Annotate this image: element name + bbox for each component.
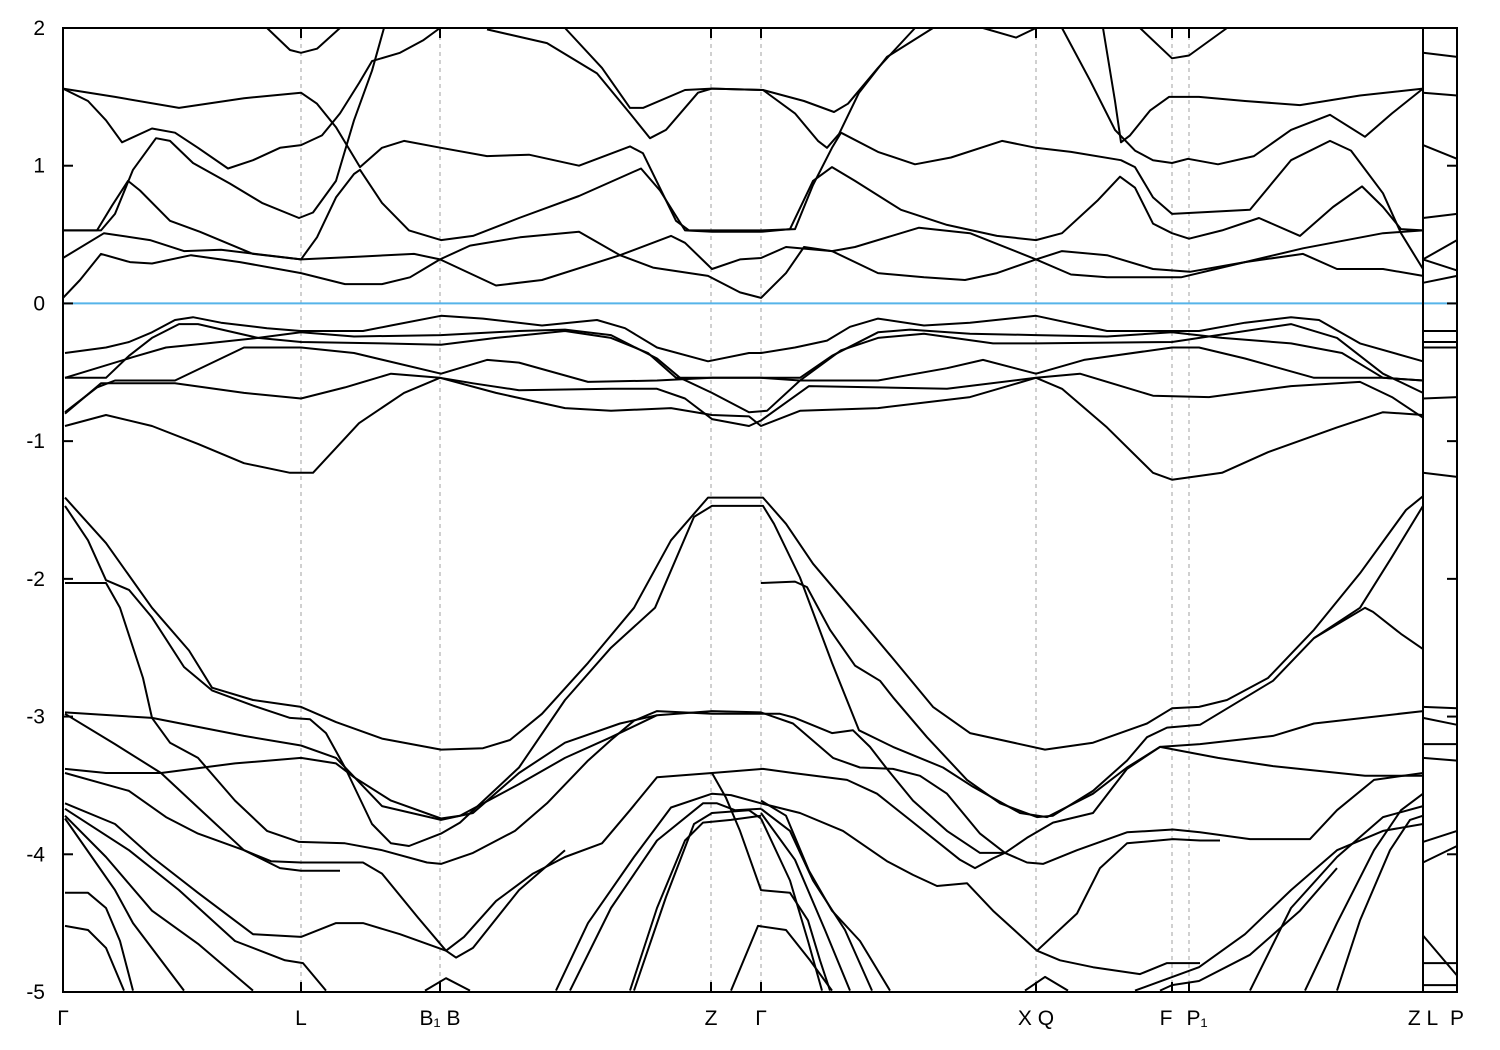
y-tick-label: -1 [26,430,45,453]
band-line [64,495,1424,751]
band-line [62,226,1424,287]
band-line [1036,838,1220,952]
x-tick-label: L [295,1007,307,1030]
y-tick-label: -4 [26,843,45,866]
y-tick-label: 1 [33,155,45,178]
x-tick-label: P₁ [1186,1007,1207,1030]
band-line [1422,756,1458,762]
band-line [1422,274,1458,284]
band-line [64,712,340,872]
y-tick-label: -2 [26,568,45,591]
band-line [64,767,1006,952]
band-line [64,814,254,992]
y-tick-label: -5 [26,981,45,1004]
band-line [760,808,873,992]
band-line [64,802,566,959]
band-line [1313,505,1424,639]
band-line [1422,212,1458,219]
y-tick-label: 0 [33,292,45,315]
band-line [1422,144,1458,160]
x-tick-label: B₁ B [420,1007,461,1030]
band-line [760,799,891,992]
y-tick-label: 2 [33,17,45,40]
band-line [424,977,471,992]
band-line [760,812,851,991]
band-line [64,504,1424,847]
x-axis-ticks: Γ L B₁ B Z Γ X Q F P₁ Z L P [57,28,1464,1030]
band-line [1159,867,1338,992]
x-tick-label: P [1450,1007,1464,1030]
bands [62,27,1458,992]
band-line [1422,829,1458,843]
band-line [63,166,1424,261]
band-line [730,924,833,992]
band-line [1422,471,1458,478]
band-line [1422,258,1458,272]
band-line [1139,27,1228,60]
x-tick-label: Γ [57,1007,69,1030]
band-line [64,807,327,992]
band-line [1422,51,1458,58]
band-line [486,27,934,149]
band-line [266,27,341,54]
band-line [1422,716,1458,726]
x-tick-label: F [1160,1007,1173,1030]
x-tick-label: X Q [1018,1007,1054,1030]
band-line [64,817,185,992]
band-line [64,323,1424,414]
band-line [711,772,831,991]
band-line [982,27,1037,39]
band-line [62,230,1424,299]
band-line [63,27,385,232]
axes [62,27,1458,993]
band-line [1422,239,1458,261]
band-line [1422,91,1458,97]
band-line [65,891,134,991]
band-line [64,714,658,820]
x-tick-label: Γ [755,1007,767,1030]
band-line [633,809,762,991]
band-line [1422,705,1458,710]
band-line [1422,845,1458,864]
band-line [1336,814,1424,991]
band-line [1061,27,1424,166]
band-line [64,314,1424,363]
band-line [1102,27,1424,144]
y-tick-label: -3 [26,706,45,729]
band-line [1422,934,1458,977]
band-line [64,346,1424,413]
band-line [62,27,441,170]
band-line [1134,823,1424,992]
plot-frame [62,27,1458,993]
band-line [1249,805,1424,992]
band-line [64,372,1424,427]
x-tick-label: Z [705,1007,718,1030]
band-line [1024,975,1069,992]
band-line [64,376,1424,481]
band-line [62,87,1424,270]
band-line [555,792,1200,992]
gridlines [300,28,1424,992]
band-line [64,924,125,991]
band-line [1304,792,1424,992]
x-tick-label: Z L [1408,1007,1438,1030]
band-line [1422,396,1458,400]
band-line [65,582,1424,865]
band-line [569,802,762,992]
band-line [64,710,1423,854]
y-axis-ticks: 2 1 0 -1 -2 -3 -4 -5 [26,17,1457,1004]
